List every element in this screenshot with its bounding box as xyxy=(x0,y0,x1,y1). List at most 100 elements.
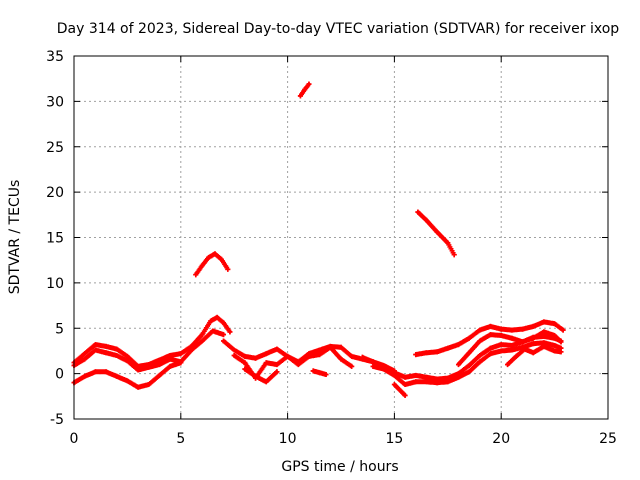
data-point xyxy=(509,342,515,348)
data-point xyxy=(338,344,344,350)
chart-title: Day 314 of 2023, Sidereal Day-to-day VTE… xyxy=(57,21,620,37)
data-point xyxy=(295,362,301,368)
data-point xyxy=(415,209,421,215)
data-point xyxy=(199,338,205,344)
data-point xyxy=(541,319,547,325)
data-point xyxy=(488,323,494,329)
series-track-4 xyxy=(193,251,231,278)
data-point xyxy=(451,252,457,258)
data-point xyxy=(221,332,227,338)
data-point xyxy=(413,352,419,358)
data-point xyxy=(114,346,120,352)
data-point xyxy=(92,347,98,353)
data-point xyxy=(530,323,536,329)
data-marks xyxy=(71,81,566,398)
data-point xyxy=(285,353,291,359)
data-point xyxy=(274,369,280,375)
data-point xyxy=(445,379,451,385)
data-point xyxy=(199,263,205,269)
series-track-8 xyxy=(310,368,329,378)
data-point xyxy=(297,93,303,99)
data-point xyxy=(552,342,558,348)
series-track-6 xyxy=(231,344,355,381)
x-tick-label: 15 xyxy=(385,431,403,447)
data-point xyxy=(477,359,483,365)
data-point xyxy=(509,335,515,341)
series-track-14 xyxy=(413,319,566,358)
data-point xyxy=(199,332,205,338)
data-point xyxy=(242,353,248,359)
data-point xyxy=(225,266,231,272)
data-point xyxy=(306,353,312,359)
data-point xyxy=(391,382,397,388)
data-point xyxy=(466,362,472,368)
data-point xyxy=(466,335,472,341)
data-point xyxy=(103,343,109,349)
data-point xyxy=(488,345,494,351)
data-point xyxy=(477,338,483,344)
data-point xyxy=(156,357,162,363)
data-point xyxy=(520,339,526,345)
series-track-16 xyxy=(505,343,564,368)
data-point xyxy=(477,352,483,358)
data-point xyxy=(317,352,323,358)
data-point xyxy=(178,351,184,357)
data-point xyxy=(242,360,248,366)
y-tick-label: 5 xyxy=(55,321,64,337)
series-track-9 xyxy=(297,81,312,99)
y-tick-label: 35 xyxy=(46,49,64,65)
data-point xyxy=(92,369,98,375)
axis-ticks: 0 5 10 15 20 25 -5 0 5 10 15 20 25 30 35 xyxy=(46,49,617,447)
data-point xyxy=(114,352,120,358)
data-point xyxy=(188,347,194,353)
data-point xyxy=(359,354,365,360)
data-point xyxy=(263,360,269,366)
data-point xyxy=(221,338,227,344)
data-point xyxy=(167,356,173,362)
data-point xyxy=(498,326,504,332)
data-point xyxy=(327,344,333,350)
data-point xyxy=(323,372,329,378)
data-point xyxy=(82,351,88,357)
y-tick-label: 25 xyxy=(46,140,64,156)
data-point xyxy=(193,272,199,278)
x-tick-label: 0 xyxy=(70,431,79,447)
y-tick-label: 20 xyxy=(46,185,64,201)
data-point xyxy=(370,359,376,365)
data-point xyxy=(349,363,355,369)
data-point xyxy=(310,368,316,374)
data-point xyxy=(124,378,130,384)
data-point xyxy=(124,353,130,359)
data-point xyxy=(445,345,451,351)
series-track-13 xyxy=(415,209,457,258)
data-point xyxy=(513,353,519,359)
data-point xyxy=(445,240,451,246)
data-point xyxy=(218,256,224,262)
data-point xyxy=(338,356,344,362)
y-tick-label: -5 xyxy=(50,412,64,428)
data-point xyxy=(167,363,173,369)
data-point xyxy=(381,366,387,372)
data-point xyxy=(558,339,564,345)
data-point xyxy=(423,217,429,223)
data-point xyxy=(455,374,461,380)
data-point xyxy=(274,346,280,352)
data-point xyxy=(253,355,259,361)
data-point xyxy=(402,382,408,388)
data-point xyxy=(227,329,233,335)
data-point xyxy=(306,81,312,87)
data-point xyxy=(413,379,419,385)
data-point xyxy=(498,342,504,348)
data-point xyxy=(146,382,152,388)
data-point xyxy=(455,362,461,368)
data-point xyxy=(263,351,269,357)
x-tick-label: 25 xyxy=(599,431,617,447)
y-tick-label: 10 xyxy=(46,276,64,292)
data-point xyxy=(221,320,227,326)
data-point xyxy=(498,348,504,354)
data-point xyxy=(423,374,429,380)
data-point xyxy=(522,346,528,352)
x-tick-label: 20 xyxy=(492,431,510,447)
data-point xyxy=(434,349,440,355)
